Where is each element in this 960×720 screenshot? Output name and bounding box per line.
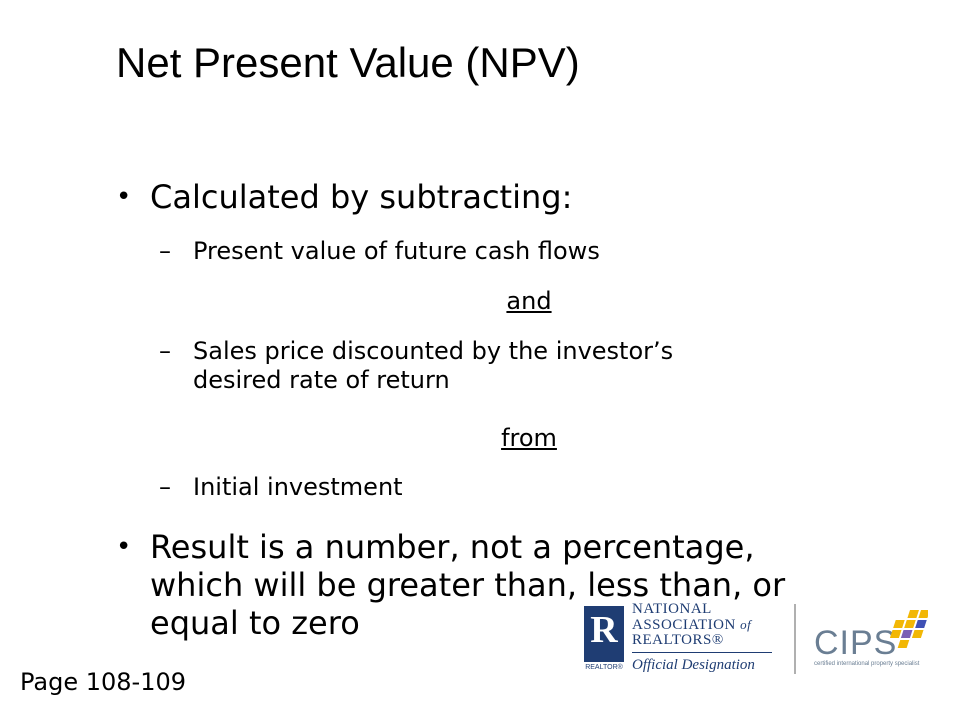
- realtor-mark-letter: R: [590, 609, 618, 651]
- nar-line-realtors: REALTORS®: [632, 632, 724, 648]
- connector-and: and: [506, 287, 552, 315]
- realtor-logo-icon: R REALTOR®: [584, 606, 624, 671]
- bullet-calculated: • Calculated by subtracting:: [116, 178, 573, 216]
- nar-line-association: ASSOCIATION of: [632, 617, 752, 633]
- logo-divider: [794, 604, 796, 674]
- sub-bullet-present-value: – Present value of future cash flows: [159, 237, 600, 266]
- nar-wordmark: NATIONAL ASSOCIATION of REALTORS®: [632, 602, 751, 648]
- slide-title: Net Present Value (NPV): [116, 39, 580, 86]
- logo-bar: R REALTOR® NATIONAL ASSOCIATION of REALT…: [580, 598, 940, 680]
- bullet-text-line3: equal to zero: [150, 604, 360, 642]
- sub-bullet-text-line1: Sales price discounted by the investor’s: [193, 337, 674, 365]
- page-reference: Page 108-109: [20, 668, 187, 696]
- dash-glyph: –: [159, 473, 171, 501]
- dash-glyph: –: [159, 337, 171, 365]
- bullet-dot: •: [116, 532, 132, 562]
- sub-bullet-sales-price: – Sales price discounted by the investor…: [159, 337, 674, 395]
- dash-glyph: –: [159, 237, 171, 265]
- sub-bullet-text: Initial investment: [193, 473, 403, 501]
- cips-wordmark: CIPS: [814, 624, 898, 662]
- bullet-text-line2: which will be greater than, less than, o…: [150, 566, 786, 604]
- cips-globe-icon: [889, 610, 928, 648]
- cips-tagline: certified international property special…: [814, 661, 920, 667]
- bullet-text-line1: Result is a number, not a percentage,: [150, 528, 755, 566]
- bullet-result: • Result is a number, not a percentage, …: [116, 528, 786, 642]
- sub-bullet-text: Present value of future cash flows: [193, 237, 600, 265]
- nar-official-designation: Official Designation: [632, 657, 755, 673]
- nar-line-national: NATIONAL: [632, 601, 712, 617]
- connector-from: from: [501, 424, 557, 452]
- realtor-mark-caption: REALTOR®: [585, 664, 623, 671]
- nar-rule: [632, 652, 772, 653]
- bullet-text: Calculated by subtracting:: [150, 178, 573, 216]
- bullet-dot: •: [116, 182, 132, 212]
- sub-bullet-initial-investment: – Initial investment: [159, 473, 403, 502]
- sub-bullet-text-line2: desired rate of return: [193, 366, 450, 394]
